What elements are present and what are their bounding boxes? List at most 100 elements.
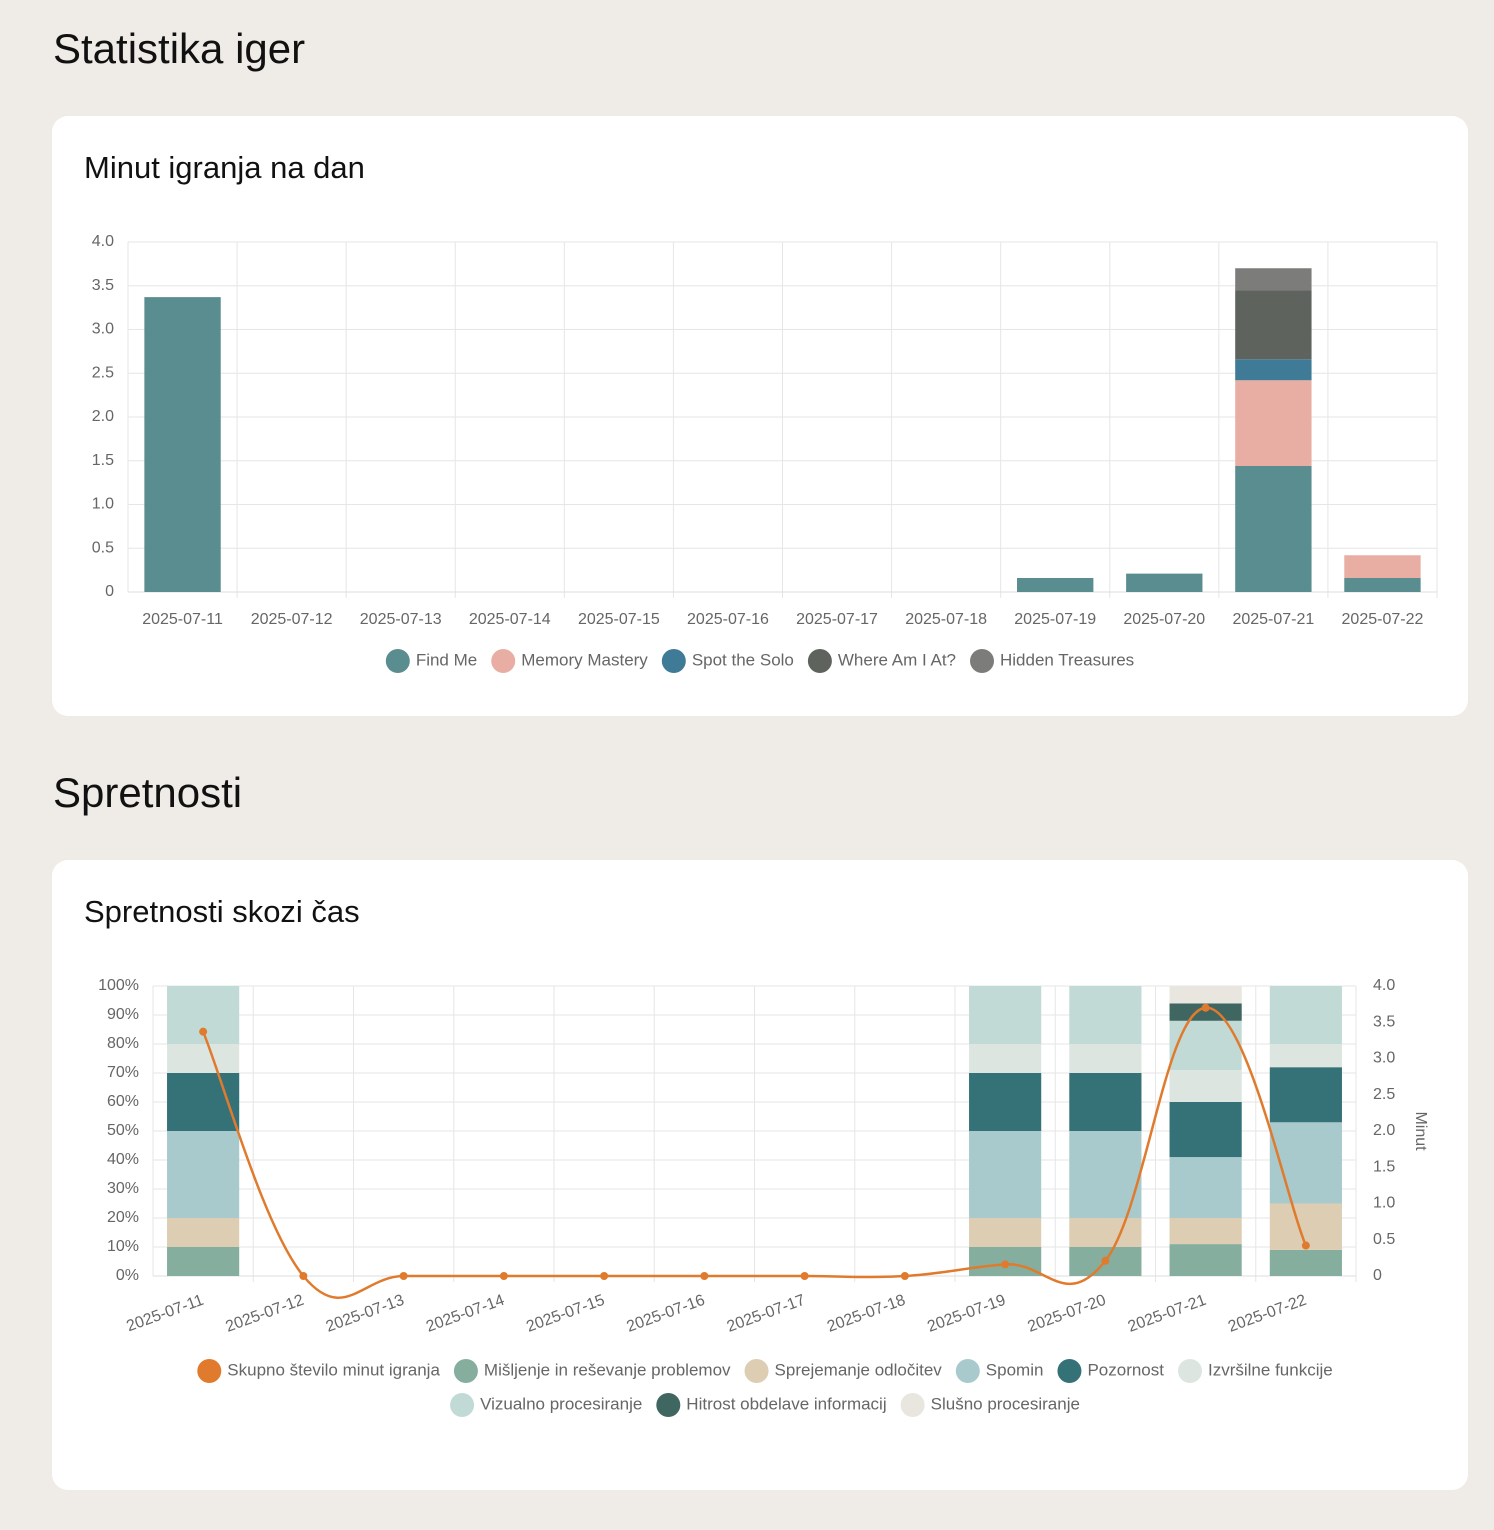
bar-segment <box>1069 1044 1142 1073</box>
bar-segment <box>1169 1157 1242 1218</box>
legend-swatch <box>955 1359 980 1383</box>
line-point <box>900 1272 909 1280</box>
x-tick-label: 2025-07-19 <box>1014 611 1096 628</box>
line-point <box>199 1027 208 1036</box>
x-tick-label: 2025-07-20 <box>1123 611 1205 628</box>
bar-segment <box>1269 986 1342 1044</box>
bar-segment <box>167 1131 240 1218</box>
legend-label: Hidden Treasures <box>1000 650 1134 669</box>
legend-label: Mišljenje in reševanje problemov <box>484 1360 731 1379</box>
line-point <box>600 1272 609 1280</box>
bar-segment <box>167 1247 240 1276</box>
legend-swatch <box>385 649 410 673</box>
line-point <box>1101 1256 1110 1265</box>
x-tick-label: 2025-07-14 <box>469 611 551 628</box>
legend-label: Spot the Solo <box>692 650 794 669</box>
chart-title: Minut igranja na dan <box>84 150 365 185</box>
x-tick-label: 2025-07-17 <box>796 611 878 628</box>
x-tick-label: 2025-07-12 <box>251 611 333 628</box>
bar-segment <box>969 1131 1042 1218</box>
bar-segment <box>969 1073 1042 1131</box>
bar-segment <box>144 297 221 592</box>
y2-tick-label: 1.0 <box>1373 1195 1395 1212</box>
line-point <box>1001 1260 1010 1269</box>
y-tick-label: 90% <box>107 1006 139 1023</box>
bar-segment <box>969 1044 1042 1073</box>
bar-segment <box>1235 359 1312 381</box>
bar-segment <box>1169 1244 1242 1276</box>
legend-swatch <box>491 649 516 673</box>
legend-label: Pozornost <box>1087 1360 1164 1379</box>
bar-segment <box>1069 1218 1142 1247</box>
y-tick-label: 60% <box>107 1093 139 1110</box>
legend-label: Skupno število minut igranja <box>227 1360 440 1379</box>
x-tick-label: 2025-07-11 <box>142 611 223 628</box>
bar-segment <box>1269 1249 1342 1276</box>
x-tick-label: 2025-07-15 <box>578 611 660 628</box>
bar-segment <box>1126 573 1203 592</box>
legend-swatch <box>900 1393 925 1417</box>
bar-segment <box>1169 1218 1242 1245</box>
legend-swatch <box>450 1393 475 1417</box>
bar-segment <box>1344 555 1421 578</box>
y-tick-label: 3.0 <box>92 321 114 338</box>
y2-tick-label: 3.5 <box>1373 1013 1395 1030</box>
legend-label: Slušno procesiranje <box>931 1394 1080 1413</box>
x-tick-label: 2025-07-22 <box>1342 611 1424 628</box>
y-tick-label: 0.5 <box>92 539 114 556</box>
y-tick-label: 0 <box>105 583 114 600</box>
bar-segment <box>969 986 1042 1044</box>
line-point <box>299 1272 308 1280</box>
legend-label: Where Am I At? <box>838 650 956 669</box>
y2-tick-label: 4.0 <box>1373 977 1395 994</box>
y-tick-label: 40% <box>107 1151 139 1168</box>
y2-tick-label: 2.5 <box>1373 1086 1395 1103</box>
legend-swatch <box>807 649 832 673</box>
bar-segment <box>969 1218 1042 1247</box>
bar-segment <box>1069 1131 1142 1218</box>
line-point <box>1301 1241 1310 1250</box>
y-tick-label: 2.5 <box>92 364 114 381</box>
y-tick-label: 100% <box>98 977 139 994</box>
y2-tick-label: 0.5 <box>1373 1231 1395 1248</box>
legend-row: Skupno število minut igranja Mišljenje in… <box>197 1359 1333 1383</box>
bar-segment <box>1169 986 1242 1004</box>
bar-segment <box>1017 578 1094 592</box>
bar-segment <box>1269 1044 1342 1068</box>
card <box>52 116 1468 716</box>
legend-label: Memory Mastery <box>521 650 648 669</box>
y-tick-label: 2.0 <box>92 408 114 425</box>
y-tick-label: 1.0 <box>92 496 114 513</box>
legend-label: Find Me <box>416 650 477 669</box>
y-tick-label: 30% <box>107 1180 139 1197</box>
y2-tick-label: 1.5 <box>1373 1158 1395 1175</box>
line-point <box>700 1272 709 1280</box>
bar-segment <box>1235 380 1312 466</box>
chart-title: Spretnosti skozi čas <box>84 894 360 929</box>
legend-label: Izvršilne funkcije <box>1208 1360 1333 1379</box>
line-point <box>1201 1003 1210 1012</box>
x-tick-label: 2025-07-13 <box>360 611 442 628</box>
bar-segment <box>1169 1070 1242 1102</box>
y2-tick-label: 0 <box>1373 1267 1382 1284</box>
line-point <box>499 1272 508 1280</box>
y-tick-label: 4.0 <box>92 233 114 250</box>
legend-swatch <box>453 1359 478 1383</box>
y2-tick-label: 2.0 <box>1373 1122 1395 1139</box>
bar-segment <box>167 1044 240 1073</box>
bar-segment <box>1269 1067 1342 1123</box>
y-tick-label: 3.5 <box>92 277 114 294</box>
section-heading: Spretnosti <box>53 769 242 816</box>
legend-swatch <box>197 1359 222 1383</box>
y-tick-label: 10% <box>107 1238 139 1255</box>
legend-swatch <box>661 649 686 673</box>
bar-segment <box>167 1218 240 1247</box>
bar-segment <box>1235 268 1312 291</box>
y2-tick-label: 3.0 <box>1373 1050 1395 1067</box>
bar-segment <box>1069 986 1142 1044</box>
legend-row: Find Me Memory Mastery Spot the Solo Where … <box>385 649 1134 673</box>
legend-label: Spomin <box>986 1360 1044 1379</box>
bar-segment <box>1069 1073 1142 1131</box>
